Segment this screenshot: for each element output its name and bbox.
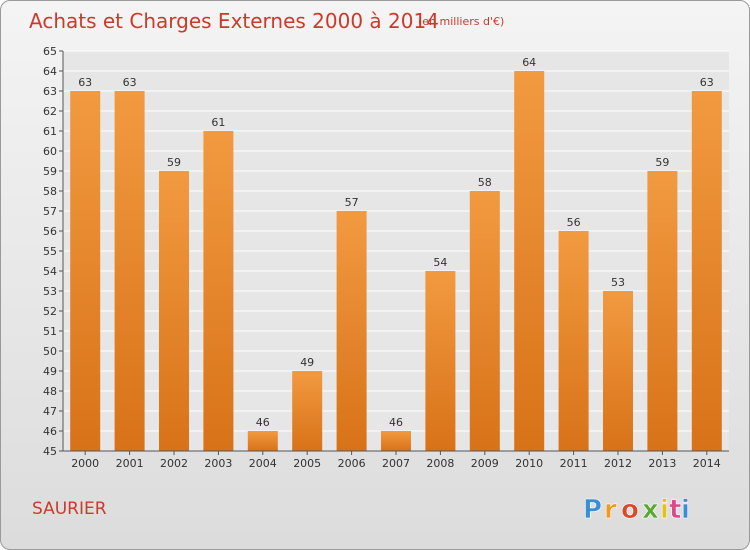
chart-subtitle: (en milliers d'€) <box>418 15 504 28</box>
bar <box>558 231 589 451</box>
x-tick-label: 2008 <box>426 457 454 470</box>
x-tick-label: 2006 <box>338 457 366 470</box>
data-label: 59 <box>167 156 181 169</box>
x-tick-label: 2001 <box>116 457 144 470</box>
data-label: 58 <box>478 176 492 189</box>
data-label: 57 <box>345 196 359 209</box>
x-tick-label: 2007 <box>382 457 410 470</box>
bar <box>247 431 278 451</box>
y-tick-label: 58 <box>43 185 57 198</box>
data-label: 63 <box>123 76 137 89</box>
bar <box>203 131 234 451</box>
bar <box>425 271 456 451</box>
y-axis-ticks: 45 46 47 48 49 50 51 52 53 54 55 56 57 58 59 60 61 62 63 64… <box>43 45 63 458</box>
x-tick-label: 2010 <box>515 457 543 470</box>
x-tick-label: 2003 <box>204 457 232 470</box>
y-tick-label: 61 <box>43 125 57 138</box>
commune-name: SAURIER <box>32 499 107 519</box>
y-tick-label: 63 <box>43 85 57 98</box>
bar <box>381 431 411 451</box>
y-tick-label: 51 <box>43 325 57 338</box>
x-tick-label: 2000 <box>71 457 99 470</box>
y-tick-label: 46 <box>43 425 57 438</box>
bar <box>70 91 101 451</box>
x-tick-label: 2014 <box>693 457 721 470</box>
logo-letter: x <box>642 495 659 525</box>
x-tick-label: 2004 <box>249 457 277 470</box>
y-tick-label: 60 <box>43 145 57 158</box>
y-tick-label: 53 <box>43 285 57 298</box>
data-label: 56 <box>567 216 581 229</box>
data-label: 53 <box>611 276 625 289</box>
y-tick-label: 56 <box>43 225 57 238</box>
x-tick-label: 2002 <box>160 457 188 470</box>
y-tick-label: 65 <box>43 45 57 58</box>
y-tick-label: 47 <box>43 405 57 418</box>
data-label: 49 <box>300 356 314 369</box>
logo-letter: o <box>621 495 639 525</box>
x-tick-label: 2005 <box>293 457 321 470</box>
bar <box>603 291 633 451</box>
y-tick-label: 49 <box>43 365 57 378</box>
logo-letter: P <box>583 495 602 525</box>
x-tick-label: 2012 <box>604 457 632 470</box>
y-tick-label: 62 <box>43 105 57 118</box>
x-tick-label: 2009 <box>471 457 499 470</box>
y-tick-label: 59 <box>43 165 57 178</box>
data-label: 46 <box>256 416 270 429</box>
logo-letter: t <box>669 495 681 525</box>
data-label: 54 <box>433 256 447 269</box>
bar <box>514 71 545 451</box>
logo-letter: r <box>604 495 617 525</box>
bar <box>691 91 722 451</box>
bar <box>647 171 678 451</box>
y-tick-label: 55 <box>43 245 57 258</box>
bar <box>469 191 500 451</box>
y-tick-label: 64 <box>43 65 57 78</box>
x-tick-label: 2011 <box>560 457 588 470</box>
bar <box>292 371 323 451</box>
y-tick-label: 45 <box>43 445 57 458</box>
x-axis-ticks: 2000 2001 2002 2003 2004 2005 2006 2007 2008 2009… <box>71 451 721 470</box>
data-label: 61 <box>211 116 225 129</box>
bar <box>114 91 145 451</box>
data-label: 59 <box>655 156 669 169</box>
bar <box>159 171 189 451</box>
bar <box>336 211 367 451</box>
chart-title: Achats et Charges Externes 2000 à 2014 <box>29 9 439 33</box>
logo-letter: i <box>660 495 669 525</box>
data-label: 64 <box>522 56 536 69</box>
y-tick-label: 54 <box>43 265 57 278</box>
data-label: 63 <box>78 76 92 89</box>
data-label: 63 <box>700 76 714 89</box>
y-tick-label: 52 <box>43 305 57 318</box>
logo-letter: i <box>681 495 690 525</box>
data-label: 46 <box>389 416 403 429</box>
bars: 63 63 59 61 46 49 57 46 54 58 64 56 53 59 63 <box>70 56 722 451</box>
y-tick-label: 57 <box>43 205 57 218</box>
x-tick-label: 2013 <box>648 457 676 470</box>
y-tick-label: 48 <box>43 385 57 398</box>
y-tick-label: 50 <box>43 345 57 358</box>
